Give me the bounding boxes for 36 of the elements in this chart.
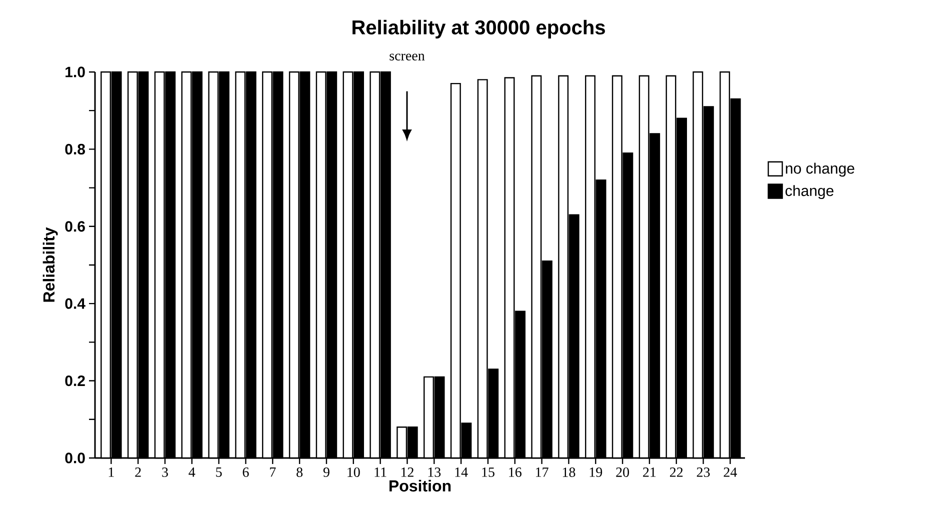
chart-title: Reliability at 30000 epochs: [352, 20, 605, 38]
x-tick-label: 17: [536, 468, 548, 477]
x-tick-label: 11: [374, 468, 386, 477]
x-tick-label: 12: [401, 468, 414, 477]
y-axis-title: Reliability: [42, 227, 58, 302]
x-tick-label: 5: [216, 468, 222, 477]
x-tick-label: 13: [428, 468, 441, 477]
x-tick-label: 19: [590, 468, 602, 477]
x-tick-label: 3: [162, 468, 168, 477]
x-tick-label: 14: [455, 468, 468, 477]
y-tick-label: 0.8: [65, 144, 86, 154]
y-tick-label: 0.0: [65, 452, 85, 464]
x-tick-label: 24: [724, 468, 737, 477]
x-tick-label: 9: [323, 468, 330, 477]
y-tick-label: 0.6: [65, 221, 85, 232]
y-tick-label: 0.4: [65, 298, 86, 309]
x-tick-label: 18: [562, 468, 576, 477]
x-tick-label: 23: [696, 468, 710, 477]
y-tick-label: 1.0: [66, 66, 85, 78]
x-tick-label: 15: [482, 468, 494, 477]
y-tick-label: 0.2: [65, 375, 85, 386]
x-axis-title: Position: [390, 480, 451, 492]
x-tick-label: 10: [348, 468, 360, 477]
text: screen: [390, 54, 425, 60]
x-tick-label: 16: [509, 468, 522, 477]
legend-label: change: [786, 185, 834, 200]
x-tick-label: 2: [135, 468, 141, 477]
x-tick-label: 7: [270, 468, 276, 477]
x-tick-label: 4: [188, 468, 196, 477]
x-tick-label: 20: [616, 468, 629, 477]
x-tick-label: 6: [242, 468, 249, 477]
x-tick-label: 21: [643, 468, 656, 477]
x-tick-label: 22: [670, 468, 683, 477]
legend-label: no change: [786, 162, 854, 177]
x-tick-label: 1: [108, 468, 114, 477]
x-tick-label: 8: [296, 468, 303, 477]
